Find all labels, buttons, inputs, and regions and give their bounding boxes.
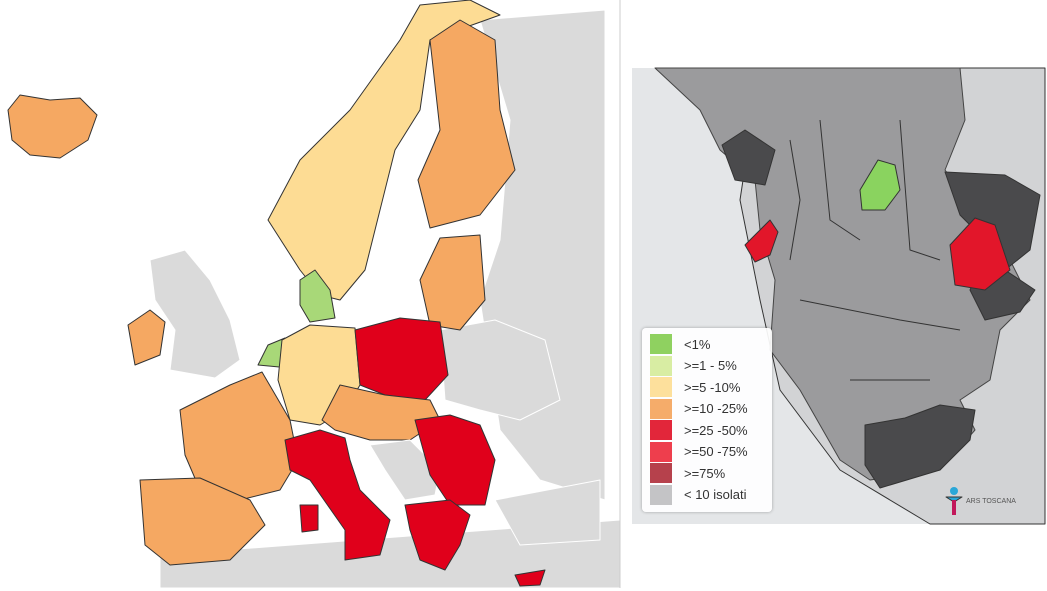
baltics [419, 234, 486, 331]
legend-label: >=50 -75% [684, 444, 748, 459]
legend-swatch [650, 484, 672, 505]
france [179, 371, 299, 501]
legend-label: <1% [684, 336, 711, 352]
province-green [859, 159, 901, 211]
province-dark [721, 129, 776, 186]
logo-text: ARS TOSCANA [966, 497, 1016, 505]
legend-item: >=25 -50% [650, 420, 748, 440]
legend-swatch [650, 355, 672, 376]
province-red [949, 217, 1011, 291]
finland [417, 19, 516, 229]
iceland [7, 94, 98, 159]
legend-item: < 10 isolati [650, 484, 747, 505]
legend-swatch [650, 463, 672, 483]
legend-item: >=50 -75% [650, 441, 748, 462]
legend-item: >=75% [650, 463, 725, 483]
logo-mark [945, 487, 963, 515]
legend-label: < 10 isolati [684, 487, 747, 502]
greece [404, 499, 471, 571]
legend-swatch [650, 441, 672, 462]
province-borders [789, 119, 961, 381]
legend-item: >=1 - 5% [650, 355, 737, 376]
province-dark [864, 404, 976, 489]
legend-label: >=5 -10% [684, 379, 741, 395]
legend-item: >=10 -25% [650, 398, 748, 419]
legend-label: >=75% [684, 465, 726, 481]
italy [284, 429, 391, 561]
legend-swatch [650, 420, 672, 440]
legend-swatch [650, 377, 672, 397]
legend-swatch [650, 334, 672, 354]
legend: <1% >=1 - 5% >=5 -10% >=10 -25% >=25 -50% >=5… [642, 328, 772, 512]
logo: ARS TOSCANA [945, 486, 1016, 516]
spain-portugal [139, 477, 266, 566]
balkans [369, 439, 441, 501]
turkey [494, 479, 601, 546]
legend-label: >=1 - 5% [684, 358, 737, 373]
ireland [127, 309, 166, 366]
romania-bulgaria [414, 414, 496, 506]
uk [149, 249, 241, 379]
legend-item: >=5 -10% [650, 377, 740, 397]
province-red [744, 219, 779, 263]
legend-item: <1% [650, 334, 710, 354]
sardinia [299, 504, 319, 533]
denmark [299, 269, 336, 323]
poland [354, 317, 449, 401]
cyprus [514, 569, 546, 587]
legend-label: >=10 -25% [684, 401, 748, 416]
legend-swatch [650, 398, 672, 419]
legend-label: >=25 -50% [684, 422, 748, 438]
ukraine-belarus [439, 319, 561, 421]
